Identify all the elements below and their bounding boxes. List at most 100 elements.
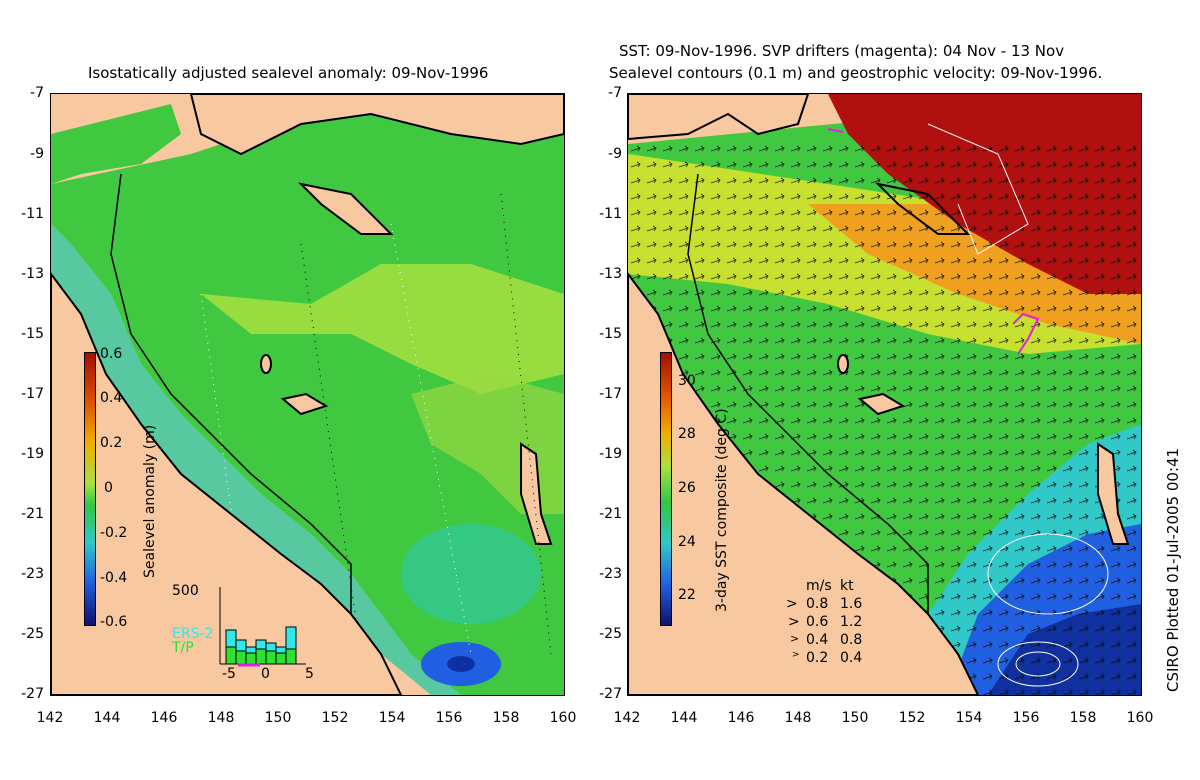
sealevel-contour [987, 533, 1109, 615]
left-ytick: -11 [21, 206, 44, 222]
left-map-panel [50, 93, 565, 696]
hist-xtick-1: 0 [261, 666, 270, 682]
left-xtick: 146 [150, 710, 178, 726]
left-cbar-tick-1: 0.4 [100, 390, 123, 406]
anomaly-high-band [201, 264, 564, 394]
vkey-kt: 1.6 [840, 596, 863, 612]
vkey-arrow-icon: > [788, 614, 800, 630]
right-ytick: -17 [599, 386, 622, 402]
hist-tp-bar [225, 646, 237, 665]
right-ytick: -9 [608, 146, 622, 162]
hist-tp-bar [265, 650, 277, 665]
hist-tp-bar [255, 648, 267, 665]
island-3 [857, 392, 906, 416]
left-cbar-tick-5: -0.4 [100, 570, 128, 586]
right-cbar-tick-2: 26 [678, 480, 696, 496]
drifter-track [827, 128, 844, 133]
track-4 [500, 193, 552, 655]
plot-credit: CSIRO Plotted 01-Jul-2005 00:41 [1164, 447, 1182, 692]
sealevel-contour [1015, 651, 1061, 677]
vkey-arrow-icon: > [792, 650, 800, 660]
left-cbar-tick-6: -0.6 [100, 614, 128, 630]
right-ytick: -25 [599, 626, 622, 642]
altimeter-histogram [219, 587, 306, 667]
left-cbar-tick-0: 0.6 [100, 346, 123, 362]
sealevel-contour [927, 123, 1029, 255]
right-panel-title-line1: SST: 09-Nov-1996. SVP drifters (magenta)… [619, 42, 1065, 60]
right-map-svg [628, 94, 1141, 695]
left-ytick: -9 [30, 146, 44, 162]
vkey-kt: 0.4 [840, 650, 863, 666]
right-cbar-tick-1: 28 [678, 426, 696, 442]
hist-tp-bar [235, 650, 247, 665]
left-colorbar [84, 352, 96, 626]
left-xtick: 150 [264, 710, 292, 726]
vkey-header-kt: kt [840, 578, 854, 594]
right-xtick: 148 [784, 710, 812, 726]
right-map-panel [627, 93, 1142, 696]
left-colorbar-label: Sealevel anomaly (m) [142, 424, 158, 578]
left-ytick: -25 [21, 626, 44, 642]
left-cbar-tick-3: 0 [104, 480, 113, 496]
hist-tp-bar [275, 652, 287, 665]
left-ytick: -27 [21, 686, 44, 702]
island-4 [1097, 442, 1130, 545]
eddy-low [401, 524, 541, 624]
island-1 [297, 182, 394, 235]
right-ytick: -7 [608, 85, 622, 101]
right-ytick: -15 [599, 326, 622, 342]
track-3 [390, 223, 472, 655]
left-xtick: 156 [435, 710, 463, 726]
vkey-header-ms: m/s [806, 578, 832, 594]
right-cbar-tick-4: 22 [678, 587, 696, 603]
left-xtick: 152 [321, 710, 349, 726]
left-ytick: -15 [21, 326, 44, 342]
land-australia [628, 272, 980, 695]
right-colorbar-label: 3-day SST composite (deg C) [714, 408, 730, 612]
island-2 [837, 354, 849, 374]
right-xtick: 150 [841, 710, 869, 726]
right-xtick: 152 [898, 710, 926, 726]
coastal-band [51, 224, 461, 695]
sealevel-contour [997, 641, 1079, 687]
velocity-key: m/s kt > 0.8 1.6 > 0.6 1.2 > 0.4 0.8 > 0… [786, 578, 896, 670]
island-1 [874, 182, 971, 235]
left-ytick: -17 [21, 386, 44, 402]
island-4 [520, 442, 553, 545]
left-cbar-tick-2: 0.2 [100, 435, 123, 451]
gulf-region [51, 104, 181, 184]
land-north [189, 94, 564, 156]
right-ytick: -13 [599, 266, 622, 282]
left-ytick: -13 [21, 266, 44, 282]
left-panel-title: Isostatically adjusted sealevel anomaly:… [88, 64, 489, 82]
right-colorbar [660, 352, 672, 626]
right-xtick: 146 [727, 710, 755, 726]
vkey-kt: 1.2 [840, 614, 863, 630]
left-ytick: -19 [21, 446, 44, 462]
left-map-svg [51, 94, 564, 695]
left-xtick: 158 [492, 710, 520, 726]
hist-ymax-label: 500 [172, 583, 199, 599]
left-cbar-tick-4: -0.2 [100, 525, 128, 541]
right-xtick: 156 [1012, 710, 1040, 726]
hist-xtick-2: 5 [305, 666, 314, 682]
hist-tp-bar [285, 648, 297, 665]
right-ytick: -23 [599, 566, 622, 582]
right-ytick: -11 [599, 206, 622, 222]
right-ytick: -27 [599, 686, 622, 702]
right-cbar-tick-0: 30 [678, 373, 696, 389]
right-xtick: 142 [613, 710, 641, 726]
vkey-ms: 0.4 [806, 632, 829, 648]
right-xtick: 154 [955, 710, 983, 726]
vkey-arrow-icon: > [790, 632, 800, 645]
land-australia [51, 272, 403, 695]
hist-xtick-0: -5 [222, 666, 236, 682]
vkey-ms: 0.8 [806, 596, 829, 612]
right-xtick: 144 [670, 710, 698, 726]
left-xtick: 148 [207, 710, 235, 726]
right-cbar-tick-3: 24 [678, 534, 696, 550]
vkey-ms: 0.6 [806, 614, 829, 630]
land-north [628, 94, 810, 141]
vkey-ms: 0.2 [806, 650, 829, 666]
right-xtick: 158 [1069, 710, 1097, 726]
